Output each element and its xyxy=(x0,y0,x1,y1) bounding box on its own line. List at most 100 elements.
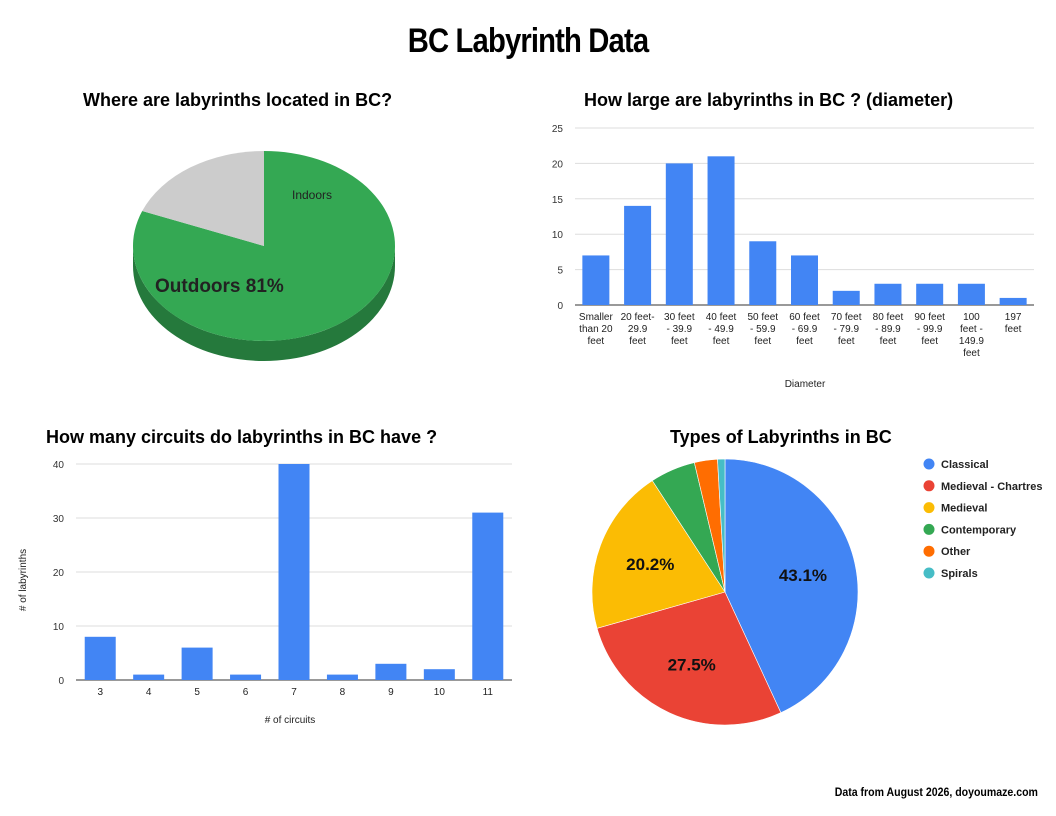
types-legend-marker xyxy=(923,567,935,579)
diameter-xtick: 100 xyxy=(963,312,980,323)
pie-slice-indoors xyxy=(142,151,264,246)
diameter-xtick: feet xyxy=(1005,324,1022,335)
diameter-bar xyxy=(916,283,944,305)
diameter-xtick: than 20 xyxy=(579,324,613,335)
types-legend-label: Contemporary xyxy=(941,524,1017,536)
circuits-ylabel: # of labyrinths xyxy=(18,549,29,611)
circuits-bar xyxy=(133,674,165,680)
types-legend-label: Classical xyxy=(941,459,989,471)
location-chart-title: Where are labyrinths located in BC? xyxy=(83,90,393,110)
circuits-xtick: 3 xyxy=(97,687,103,698)
diameter-xtick: 50 feet xyxy=(747,312,778,323)
diameter-xtick: 70 feet xyxy=(831,312,862,323)
diameter-xtick: 29.9 xyxy=(628,324,648,335)
circuits-bar xyxy=(181,647,213,680)
diameter-xtick: feet xyxy=(588,336,605,347)
pie-label-indoors: Indoors xyxy=(292,188,332,202)
diameter-xtick: feet xyxy=(754,336,771,347)
circuits-xtick: 10 xyxy=(434,687,446,698)
diameter-xtick: - 49.9 xyxy=(708,324,734,335)
circuits-bar xyxy=(230,674,262,680)
circuits-ytick: 30 xyxy=(53,514,65,525)
types-legend-marker xyxy=(923,480,935,492)
circuits-bar xyxy=(326,674,358,680)
diameter-xtick: - 39.9 xyxy=(667,324,693,335)
types-slice-spirals xyxy=(717,458,726,593)
circuits-ytick: 40 xyxy=(53,460,65,471)
diameter-bar xyxy=(749,241,777,305)
circuits-xtick: 5 xyxy=(194,687,200,698)
types-legend-label: Medieval xyxy=(941,503,987,515)
diameter-xtick: 30 feet xyxy=(664,312,695,323)
diameter-bar xyxy=(582,255,610,305)
types-legend-marker xyxy=(923,502,935,514)
diameter-xtick: feet xyxy=(796,336,813,347)
diameter-xtick: feet xyxy=(713,336,730,347)
circuits-bar xyxy=(84,636,116,680)
diameter-ytick: 0 xyxy=(557,301,563,312)
diameter-bar xyxy=(707,156,735,305)
circuits-bar xyxy=(375,663,407,680)
circuits-ytick: 0 xyxy=(58,676,64,687)
diameter-bar xyxy=(665,163,693,305)
diameter-xtick: - 59.9 xyxy=(750,324,776,335)
diameter-ytick: 5 xyxy=(557,266,563,277)
diameter-xtick: 20 feet- xyxy=(621,312,655,323)
diameter-xtick: - 79.9 xyxy=(833,324,859,335)
diameter-xtick: 40 feet xyxy=(706,312,737,323)
diameter-xtick: 149.9 xyxy=(959,336,984,347)
diameter-xtick: 90 feet xyxy=(914,312,945,323)
circuits-xtick: 8 xyxy=(340,687,346,698)
diameter-bar xyxy=(957,283,985,305)
types-legend-marker xyxy=(923,545,935,557)
circuits-ytick: 10 xyxy=(53,622,65,633)
circuits-xtick: 6 xyxy=(243,687,249,698)
diameter-ytick: 20 xyxy=(552,159,564,170)
diameter-bar xyxy=(999,297,1027,305)
circuits-xtick: 9 xyxy=(388,687,394,698)
circuits-xtick: 4 xyxy=(146,687,152,698)
diameter-xtick: feet xyxy=(880,336,897,347)
types-slice-medieval-chartres xyxy=(596,591,782,726)
page-title: BC Labyrinth Data xyxy=(407,22,649,60)
diameter-xtick: - 89.9 xyxy=(875,324,901,335)
circuits-xtick: 7 xyxy=(291,687,297,698)
types-legend-marker xyxy=(923,458,935,470)
diameter-xtick: - 99.9 xyxy=(917,324,943,335)
diameter-chart-title: How large are labyrinths in BC ? (diamet… xyxy=(584,90,954,110)
diameter-bar xyxy=(874,283,902,305)
types-slice-label: 20.2% xyxy=(626,555,674,574)
diameter-xlabel: Diameter xyxy=(785,379,826,390)
diameter-ytick: 15 xyxy=(552,195,564,206)
diameter-bar xyxy=(624,205,652,305)
types-slice-label: 27.5% xyxy=(668,656,716,675)
pie-label-outdoors: Outdoors 81% xyxy=(155,276,284,297)
diameter-xtick: feet xyxy=(963,348,980,359)
diameter-ytick: 10 xyxy=(552,230,564,241)
diameter-xtick: feet xyxy=(671,336,688,347)
diameter-bar xyxy=(832,290,860,305)
diameter-xtick: feet xyxy=(838,336,855,347)
diameter-xtick: feet xyxy=(921,336,938,347)
circuits-bar xyxy=(472,512,504,680)
diameter-xtick: feet xyxy=(629,336,646,347)
diameter-xtick: - 69.9 xyxy=(792,324,818,335)
diameter-bar xyxy=(791,255,818,305)
circuits-xlabel: # of circuits xyxy=(265,715,316,726)
circuits-xtick: 11 xyxy=(483,687,494,698)
diameter-xtick: 197 xyxy=(1005,312,1022,323)
circuits-bar xyxy=(278,464,310,680)
types-legend-label: Other xyxy=(941,546,971,558)
types-legend-marker xyxy=(923,523,935,535)
diameter-xtick: feet - xyxy=(960,324,983,335)
types-legend-label: Medieval - Chartres xyxy=(941,481,1042,493)
types-slice-label: 43.1% xyxy=(779,566,827,585)
diameter-xtick: 80 feet xyxy=(873,312,904,323)
footer-source: Data from August 2026, doyoumaze.com xyxy=(834,785,1038,799)
circuits-bar xyxy=(423,669,455,680)
pie-side-outdoors xyxy=(133,246,395,361)
types-slice-classical xyxy=(724,458,859,714)
diameter-ytick: 25 xyxy=(552,124,564,135)
diameter-xtick: 60 feet xyxy=(789,312,820,323)
